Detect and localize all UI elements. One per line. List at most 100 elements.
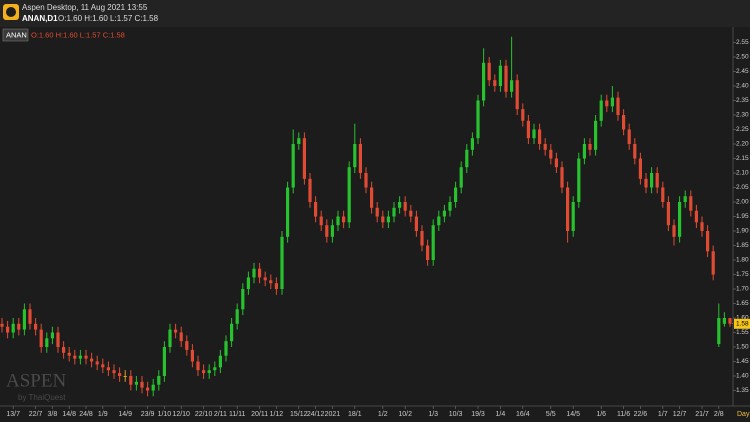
candle-body [45, 338, 49, 347]
y-tick-label: 2.05 [736, 184, 749, 191]
last-price-box [734, 318, 750, 329]
candle-body [465, 149, 469, 168]
candle-body [398, 202, 402, 208]
candle-body [616, 97, 620, 115]
x-tick-label: 1/2 [378, 411, 388, 418]
x-tick-label: 2021 [325, 411, 341, 418]
candle-body [84, 355, 88, 359]
x-tick-label: 12/10 [172, 411, 190, 418]
symbol-period: ANAN,D1 [22, 14, 58, 23]
x-tick-label: 1/6 [596, 411, 606, 418]
candle-body [381, 216, 385, 223]
candle-body [0, 323, 4, 327]
candle-body [235, 309, 239, 324]
candle-body [392, 207, 396, 217]
candle-body [213, 367, 217, 371]
candle-body [504, 65, 508, 92]
x-tick-label: 15/12 [290, 411, 308, 418]
candle-body [476, 100, 480, 139]
candle-body [588, 144, 592, 150]
candle-body [650, 173, 654, 188]
candle-body [700, 222, 704, 231]
candle-body [291, 144, 295, 188]
legend-box [2, 28, 29, 42]
candle-body [571, 202, 575, 231]
y-tick-label: 1.95 [736, 213, 749, 220]
candle-body [190, 349, 194, 362]
candle-body [134, 381, 138, 385]
x-tick-label: 14/5 [566, 411, 580, 418]
candle-body [353, 144, 357, 168]
x-tick-label: 3/8 [48, 411, 58, 418]
candle-body [241, 289, 245, 310]
candle-body [168, 329, 172, 347]
y-tick-label: 1.85 [736, 242, 749, 249]
candle-body [526, 120, 530, 139]
x-tick-label: 2/8 [714, 411, 724, 418]
candle-body [330, 225, 334, 237]
y-tick-label: 2.25 [736, 126, 749, 133]
candle-body [252, 268, 256, 278]
candle-body [106, 367, 110, 371]
candle-body [521, 109, 525, 121]
candle-body [179, 332, 183, 342]
candle-body [683, 196, 687, 202]
candle-body [39, 329, 43, 347]
candle-body [146, 387, 150, 391]
legend-ohlc: O:1.60 H:1.60 L:1.57 C:1.58 [31, 30, 125, 39]
candle-body [543, 144, 547, 150]
candle-body [62, 347, 66, 353]
candle-body [101, 364, 105, 368]
candle-body [73, 355, 77, 359]
candle-body [118, 373, 122, 376]
candle-body [370, 187, 374, 208]
y-tick-label: 2.00 [736, 199, 749, 206]
candle-body [549, 149, 553, 159]
candle-body [274, 283, 278, 289]
candle-body [515, 80, 519, 110]
x-tick-label: 1/4 [496, 411, 506, 418]
candle-body [420, 231, 424, 246]
candle-body [470, 138, 474, 150]
app-logo-mark [6, 7, 16, 17]
candle-body [308, 178, 312, 202]
y-tick-label: 1.65 [736, 300, 749, 307]
x-tick-label: 22/10 [195, 411, 213, 418]
ohlc-summary: O:1.60 H:1.60 L:1.57 C:1.58 [58, 14, 159, 23]
x-tick-label: 14/8 [62, 411, 76, 418]
candle-body [319, 216, 323, 226]
candle-body [375, 207, 379, 217]
candle-body [582, 144, 586, 159]
y-tick-label: 2.45 [736, 68, 749, 75]
period-label: Day [737, 411, 750, 418]
y-tick-label: 1.80 [736, 257, 749, 264]
candle-body [129, 376, 133, 385]
candle-body [599, 100, 603, 121]
x-tick-label: 24/8 [79, 411, 93, 418]
x-tick-label: 21/7 [695, 411, 709, 418]
y-tick-label: 1.40 [736, 373, 749, 380]
y-tick-label: 2.55 [736, 39, 749, 46]
candle-body [34, 323, 38, 330]
x-tick-label: 14/9 [118, 411, 132, 418]
candle-body [482, 62, 486, 101]
x-tick-label: 11/11 [229, 411, 246, 418]
candle-body [672, 225, 676, 237]
candle-body [56, 332, 60, 347]
candle-body [151, 384, 155, 391]
candle-body [633, 144, 637, 159]
candle-body [269, 280, 273, 284]
x-tick-label: 22/7 [29, 411, 43, 418]
candle-body [325, 225, 329, 237]
x-tick-label: 10/2 [398, 411, 412, 418]
x-tick-label: 11/6 [617, 411, 630, 418]
candle-body [594, 120, 598, 150]
candle-body [123, 376, 127, 377]
candle-body [622, 115, 626, 130]
y-tick-label: 1.70 [736, 286, 749, 293]
candle-body [409, 210, 413, 217]
candle-body [666, 202, 670, 226]
candle-body [157, 376, 161, 385]
